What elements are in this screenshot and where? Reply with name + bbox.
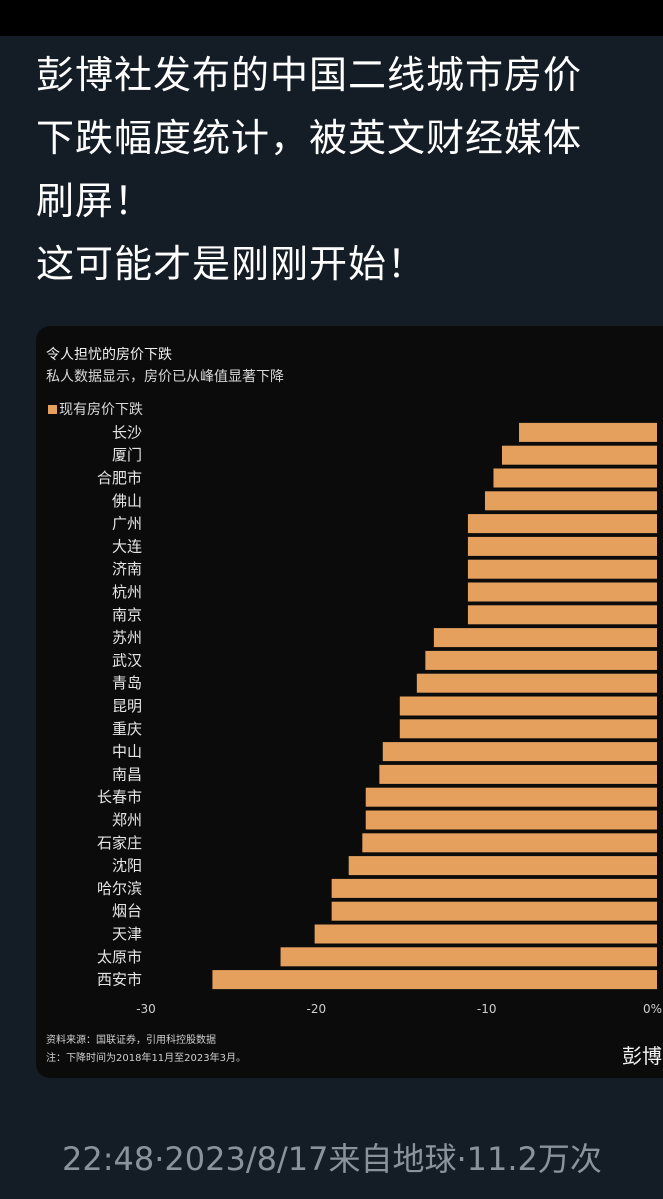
bar-武汉 — [425, 650, 657, 670]
bar-长沙 — [519, 422, 657, 442]
category-label: 苏州 — [112, 629, 142, 647]
category-label: 中山 — [112, 743, 142, 761]
chart-title: 令人担忧的房价下跌 — [46, 347, 172, 363]
x-tick-label: -10 — [477, 1002, 497, 1016]
category-label: 长春市 — [97, 788, 142, 806]
category-label: 济南 — [112, 560, 142, 578]
category-label: 烟台 — [112, 902, 142, 920]
bar-中山 — [382, 742, 657, 762]
bar-广州 — [467, 514, 657, 534]
category-label: 太原市 — [97, 948, 142, 966]
status-bar — [0, 0, 663, 36]
post-text-line: 这可能才是刚刚开始！ — [36, 242, 427, 286]
bar-昆明 — [399, 696, 657, 716]
category-label: 武汉 — [112, 651, 142, 669]
category-label: 青岛 — [112, 674, 142, 692]
bar-青岛 — [416, 673, 657, 693]
category-label: 昆明 — [112, 697, 142, 715]
category-label: 郑州 — [112, 811, 142, 829]
category-label: 石家庄 — [97, 834, 142, 852]
x-tick-label: -30 — [136, 1002, 156, 1016]
category-label: 合肥市 — [97, 469, 142, 487]
category-label: 厦门 — [112, 446, 142, 464]
category-label: 西安市 — [97, 971, 142, 989]
bar-chart: 长沙厦门合肥市佛山广州大连济南杭州南京苏州武汉青岛昆明重庆中山南昌长春市郑州石家… — [97, 422, 662, 1016]
bar-合肥市 — [493, 468, 657, 488]
x-tick-label: -20 — [307, 1002, 327, 1016]
category-label: 大连 — [112, 537, 142, 555]
x-tick-label: 0% — [643, 1002, 662, 1016]
bar-沈阳 — [348, 856, 657, 876]
post-text-line: 彭博社发布的中国二线城市房价 — [36, 53, 583, 97]
category-label: 长沙 — [112, 423, 142, 441]
bar-烟台 — [331, 901, 657, 921]
bar-郑州 — [365, 810, 657, 830]
post-text: 彭博社发布的中国二线城市房价 下跌幅度统计，被英文财经媒体 刷屏！ 这可能才是刚… — [36, 44, 663, 296]
bar-佛山 — [484, 491, 657, 511]
category-label: 杭州 — [112, 583, 142, 601]
category-label: 沈阳 — [112, 857, 142, 875]
bar-西安市 — [212, 970, 657, 990]
bar-杭州 — [467, 582, 657, 602]
bar-济南 — [467, 559, 657, 579]
bar-苏州 — [433, 628, 657, 648]
bar-天津 — [314, 924, 657, 944]
bar-长春市 — [365, 787, 657, 807]
chart-note: 注：下降时间为2018年11月至2023年3月。 — [46, 1053, 246, 1064]
category-label: 广州 — [112, 515, 142, 533]
category-label: 天津 — [112, 925, 142, 943]
category-label: 南昌 — [112, 765, 142, 783]
chart-image[interactable]: 令人担忧的房价下跌 私人数据显示，房价已从峰值显著下降 现有房价下跌 长沙厦门合… — [36, 326, 663, 1078]
post-meta: 22:48·2023/8/17来自地球·11.2万次 — [62, 1140, 602, 1178]
category-label: 重庆 — [112, 720, 142, 738]
post-text-line: 刷屏！ — [36, 179, 154, 223]
brand-label: 彭博 — [622, 1044, 662, 1068]
bar-南京 — [467, 605, 657, 625]
chart-legend: 现有房价下跌 — [48, 399, 143, 419]
category-label: 南京 — [112, 606, 142, 624]
post-text-line: 下跌幅度统计，被英文财经媒体 — [36, 116, 583, 160]
bar-厦门 — [501, 445, 657, 465]
chart-subtitle: 私人数据显示，房价已从峰值显著下降 — [46, 369, 284, 385]
legend-label: 现有房价下跌 — [59, 402, 143, 418]
bar-哈尔滨 — [331, 878, 657, 898]
category-label: 哈尔滨 — [97, 879, 142, 897]
category-label: 佛山 — [112, 492, 142, 510]
bar-重庆 — [399, 719, 657, 739]
bar-大连 — [467, 536, 657, 556]
bar-石家庄 — [362, 833, 657, 853]
chart-source: 资料来源：国联证券，引用科控股数据 — [46, 1035, 216, 1046]
legend-swatch — [48, 404, 57, 414]
bar-太原市 — [280, 947, 657, 967]
bar-南昌 — [379, 764, 657, 784]
